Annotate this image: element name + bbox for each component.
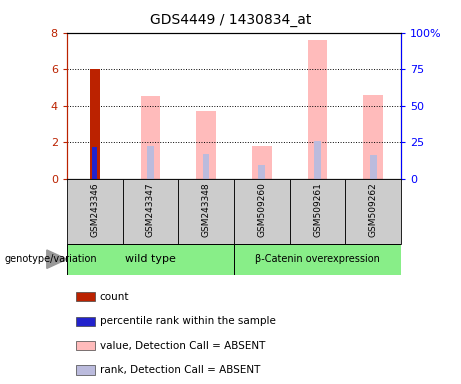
Text: GSM509260: GSM509260	[257, 182, 266, 237]
Text: GSM243346: GSM243346	[90, 182, 99, 237]
Text: rank, Detection Call = ABSENT: rank, Detection Call = ABSENT	[100, 365, 260, 375]
Bar	[67, 179, 123, 244]
Bar	[234, 244, 401, 275]
Text: GSM243348: GSM243348	[201, 182, 211, 237]
Bar	[178, 179, 234, 244]
Bar	[345, 179, 401, 244]
Bar	[252, 146, 272, 179]
Polygon shape	[47, 250, 67, 268]
Bar	[92, 147, 97, 179]
Bar	[234, 179, 290, 244]
Bar	[147, 146, 154, 179]
Text: GDS4449 / 1430834_at: GDS4449 / 1430834_at	[150, 13, 311, 27]
Bar	[308, 40, 327, 179]
Text: count: count	[100, 292, 129, 302]
Bar	[123, 179, 178, 244]
Text: genotype/variation: genotype/variation	[5, 254, 97, 264]
Text: wild type: wild type	[125, 254, 176, 264]
Text: β-Catenin overexpression: β-Catenin overexpression	[255, 254, 380, 264]
Bar	[363, 95, 383, 179]
Text: GSM509261: GSM509261	[313, 182, 322, 237]
Bar	[196, 111, 216, 179]
Text: GSM243347: GSM243347	[146, 182, 155, 237]
Bar	[67, 244, 234, 275]
Bar	[76, 341, 95, 350]
Bar	[370, 155, 377, 179]
Text: GSM509262: GSM509262	[369, 182, 378, 237]
Bar	[290, 179, 345, 244]
Bar	[76, 316, 95, 326]
Bar	[259, 165, 265, 179]
Text: value, Detection Call = ABSENT: value, Detection Call = ABSENT	[100, 341, 265, 351]
Bar	[76, 366, 95, 374]
Bar	[314, 141, 321, 179]
Bar	[76, 292, 95, 301]
Text: percentile rank within the sample: percentile rank within the sample	[100, 316, 276, 326]
Bar	[90, 69, 100, 179]
Bar	[141, 96, 160, 179]
Bar	[203, 154, 209, 179]
